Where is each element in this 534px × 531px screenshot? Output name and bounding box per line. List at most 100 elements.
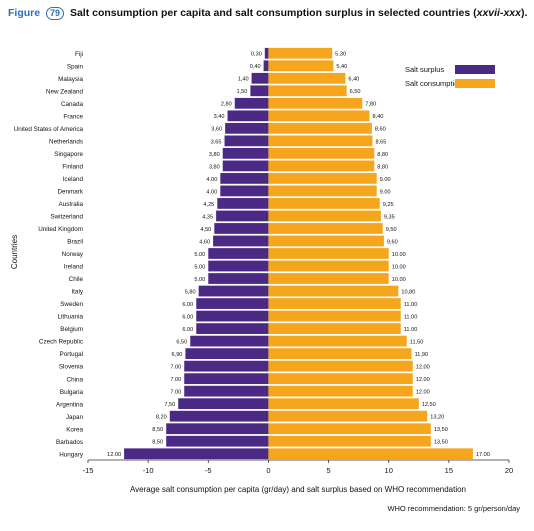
surplus-value-label: 0,40	[250, 64, 261, 70]
bar-surplus	[196, 323, 269, 334]
footnote: WHO recommendation: 5 gr/person/day	[387, 504, 520, 513]
surplus-value-label: 4,50	[200, 227, 211, 233]
bar-consumption	[268, 310, 401, 322]
figure-number-badge: 79	[46, 7, 65, 20]
consumption-value-label: 11,50	[410, 340, 424, 346]
surplus-value-label: 7.00	[170, 390, 181, 396]
x-tick-label: -5	[205, 466, 212, 475]
consumption-value-label: 9,25	[383, 202, 394, 208]
consumption-value-label: 8,80	[377, 164, 388, 170]
consumption-value-label: 9.00	[380, 189, 391, 195]
bar-consumption	[268, 72, 346, 84]
surplus-value-label: 7.00	[170, 365, 181, 371]
bar-surplus	[178, 398, 269, 410]
category-label: Bulgaria	[60, 389, 84, 396]
bar-consumption	[268, 47, 333, 59]
y-axis-label: Countries	[10, 235, 19, 269]
bar-consumption	[268, 373, 413, 385]
consumption-value-label: 10.00	[392, 264, 406, 270]
surplus-value-label: 8,50	[152, 427, 163, 433]
consumption-value-label: 9,50	[386, 227, 397, 233]
x-tick-label: 15	[445, 466, 453, 475]
consumption-value-label: 8,80	[377, 152, 388, 158]
consumption-value-label: 11.00	[404, 327, 418, 333]
surplus-value-label: 8,50	[152, 440, 163, 446]
surplus-value-label: 12.00	[107, 452, 121, 458]
title-end: ).	[520, 7, 528, 19]
consumption-value-label: 9,60	[387, 239, 398, 245]
surplus-value-label: 5.00	[194, 264, 205, 270]
bar-surplus	[250, 85, 269, 97]
category-label: France	[63, 113, 83, 120]
bar-consumption	[268, 198, 380, 209]
surplus-value-label: 3,80	[209, 164, 220, 170]
consumption-value-label: 8,60	[375, 127, 386, 133]
consumption-value-label: 7,80	[365, 102, 376, 108]
category-label: Lithuania	[57, 314, 83, 321]
category-label: Malaysia	[58, 76, 83, 83]
legend: Salt surplus Salt consumption	[405, 65, 495, 88]
bar-consumption	[268, 210, 381, 222]
bar-surplus	[213, 235, 269, 247]
category-label: Sweden	[60, 301, 83, 308]
category-label: United Kingdom	[38, 226, 83, 233]
surplus-value-label: 3,40	[214, 114, 225, 120]
surplus-value-label: 1,40	[238, 77, 249, 83]
surplus-value-label: 4,35	[202, 214, 213, 220]
bar-consumption	[268, 97, 363, 109]
x-tick-label: 20	[505, 466, 513, 475]
bar-consumption	[268, 398, 419, 410]
category-label: Chile	[69, 276, 84, 283]
surplus-value-label: 5.00	[194, 252, 205, 258]
consumption-value-label: 10.00	[392, 277, 406, 283]
bar-surplus	[208, 248, 269, 259]
labels-group: Fiji 0,30 5,30 Spain 0,40 5,40 Malaysia 1,40 6,4…	[14, 51, 490, 458]
bar-consumption	[268, 85, 347, 97]
bar-consumption	[268, 423, 431, 435]
bar-surplus	[216, 210, 269, 222]
surplus-value-label: 6,90	[172, 352, 183, 358]
bar-consumption	[268, 260, 389, 272]
category-label: Belgium	[60, 326, 83, 333]
category-label: Barbados	[56, 439, 83, 446]
x-tick-label: -10	[143, 466, 154, 475]
bar-surplus	[222, 147, 269, 159]
bar-consumption	[268, 435, 431, 447]
consumption-value-label: 12.00	[416, 377, 430, 383]
consumption-value-label: 11.00	[404, 314, 418, 320]
title-reference: xxvii-xxx	[476, 7, 521, 19]
bar-surplus	[166, 423, 269, 435]
category-label: Canada	[61, 101, 84, 108]
category-label: Portugal	[60, 351, 83, 358]
category-label: China	[67, 376, 84, 383]
bar-consumption	[268, 248, 389, 259]
legend-swatch	[455, 79, 495, 88]
consumption-value-label: 6,40	[348, 77, 359, 83]
bar-consumption	[268, 235, 384, 247]
category-label: United States of America	[14, 126, 84, 133]
surplus-value-label: 7.00	[170, 377, 181, 383]
legend-swatch	[455, 65, 495, 74]
bar-consumption	[268, 173, 377, 184]
bar-surplus	[220, 173, 269, 184]
x-axis-label: Average salt consumption per capita (gr/…	[130, 485, 466, 494]
surplus-value-label: 4.00	[206, 189, 217, 195]
bar-surplus	[227, 110, 269, 122]
bar-surplus	[222, 160, 269, 172]
category-label: Switzerland	[50, 214, 83, 221]
category-label: Brazil	[67, 239, 83, 246]
surplus-value-label: 0,30	[251, 52, 262, 58]
surplus-value-label: 6,50	[176, 340, 187, 346]
consumption-value-label: 17.00	[476, 452, 490, 458]
bar-consumption	[268, 285, 399, 297]
bar-consumption	[268, 60, 334, 72]
surplus-value-label: 5.00	[194, 277, 205, 283]
category-label: Hungary	[59, 451, 84, 458]
bars-group	[124, 47, 473, 460]
bar-surplus	[234, 97, 269, 109]
bar-consumption	[268, 360, 413, 372]
category-label: Singapore	[54, 151, 83, 158]
bar-surplus	[225, 122, 269, 134]
consumption-value-label: 9.00	[380, 177, 391, 183]
surplus-value-label: 1,50	[236, 89, 247, 95]
